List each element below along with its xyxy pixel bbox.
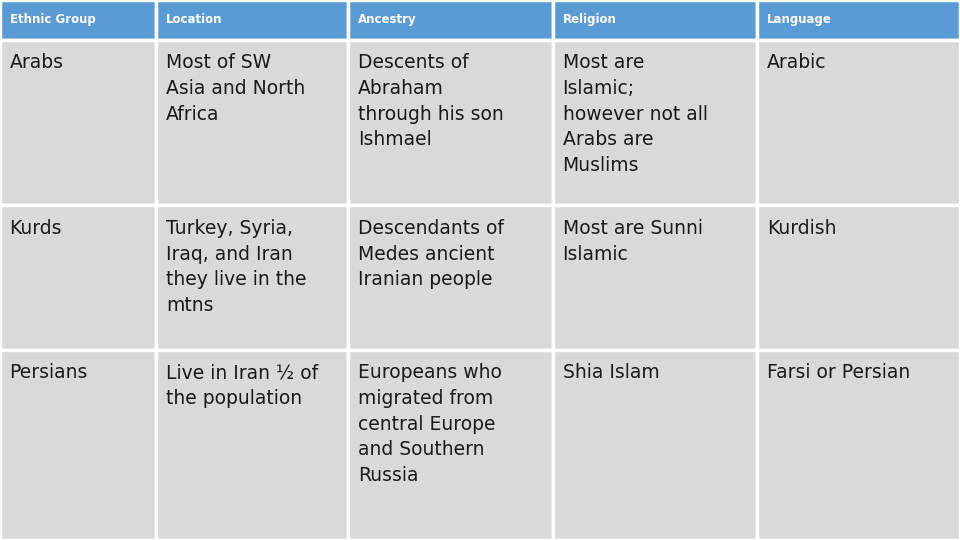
Text: Turkey, Syria,
Iraq, and Iran
they live in the
mtns: Turkey, Syria, Iraq, and Iran they live … [166, 219, 306, 315]
Text: Location: Location [166, 14, 223, 26]
FancyBboxPatch shape [553, 205, 757, 350]
FancyBboxPatch shape [348, 39, 553, 205]
Text: Kurdish: Kurdish [767, 219, 836, 238]
Text: Most of SW
Asia and North
Africa: Most of SW Asia and North Africa [166, 53, 305, 124]
FancyBboxPatch shape [553, 39, 757, 205]
FancyBboxPatch shape [156, 205, 348, 350]
FancyBboxPatch shape [156, 350, 348, 540]
Text: Arabic: Arabic [767, 53, 827, 72]
FancyBboxPatch shape [156, 0, 348, 39]
Text: Most are
Islamic;
however not all
Arabs are
Muslims: Most are Islamic; however not all Arabs … [563, 53, 708, 175]
Text: Live in Iran ½ of
the population: Live in Iran ½ of the population [166, 363, 318, 408]
Text: Farsi or Persian: Farsi or Persian [767, 363, 910, 382]
FancyBboxPatch shape [757, 39, 960, 205]
FancyBboxPatch shape [0, 205, 156, 350]
FancyBboxPatch shape [156, 39, 348, 205]
FancyBboxPatch shape [553, 0, 757, 39]
FancyBboxPatch shape [0, 0, 156, 39]
Text: Shia Islam: Shia Islam [563, 363, 660, 382]
Text: Ethnic Group: Ethnic Group [10, 14, 95, 26]
FancyBboxPatch shape [0, 350, 156, 540]
Text: Most are Sunni
Islamic: Most are Sunni Islamic [563, 219, 703, 264]
FancyBboxPatch shape [757, 205, 960, 350]
Text: Religion: Religion [563, 14, 616, 26]
FancyBboxPatch shape [553, 350, 757, 540]
Text: Persians: Persians [10, 363, 88, 382]
FancyBboxPatch shape [0, 39, 156, 205]
FancyBboxPatch shape [757, 0, 960, 39]
Text: Language: Language [767, 14, 832, 26]
FancyBboxPatch shape [348, 350, 553, 540]
Text: Ancestry: Ancestry [358, 14, 417, 26]
FancyBboxPatch shape [348, 205, 553, 350]
Text: Europeans who
migrated from
central Europe
and Southern
Russia: Europeans who migrated from central Euro… [358, 363, 502, 485]
Text: Descents of
Abraham
through his son
Ishmael: Descents of Abraham through his son Ishm… [358, 53, 504, 150]
Text: Kurds: Kurds [10, 219, 62, 238]
FancyBboxPatch shape [348, 0, 553, 39]
FancyBboxPatch shape [757, 350, 960, 540]
Text: Descendants of
Medes ancient
Iranian people: Descendants of Medes ancient Iranian peo… [358, 219, 504, 289]
Text: Arabs: Arabs [10, 53, 63, 72]
